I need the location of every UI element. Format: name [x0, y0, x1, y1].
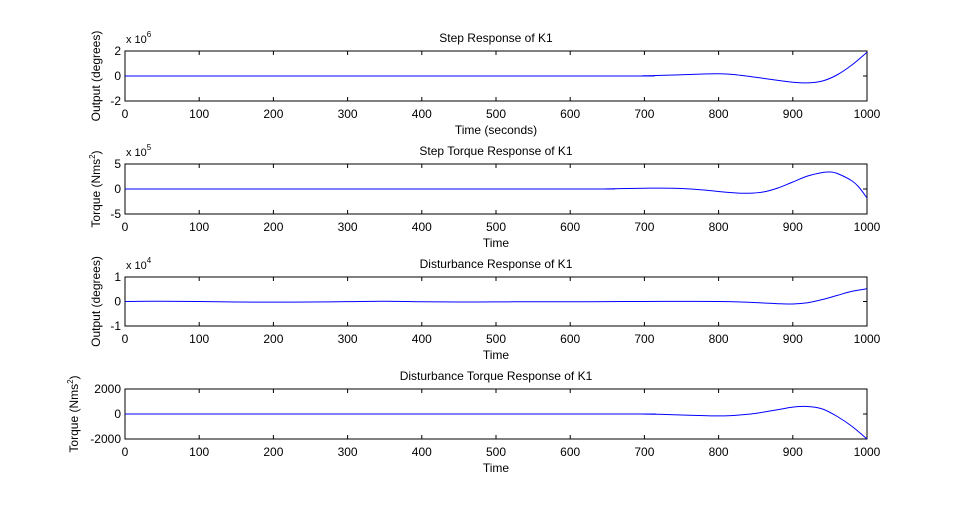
x-axis-label: Time	[483, 236, 510, 250]
y-tick-label: -5	[110, 207, 121, 221]
series-line	[125, 171, 867, 199]
y-tick-label: 2	[114, 44, 121, 58]
subplot-1: 0 100 200 300 400 500 600 700 800 900 1000-202Step…	[89, 30, 881, 137]
y-tick-label: -2	[110, 94, 121, 108]
x-tick-label: 400	[412, 445, 432, 459]
x-tick-label: 100	[189, 332, 209, 346]
x-tick-label: 700	[634, 332, 654, 346]
x-tick-label: 200	[263, 107, 283, 121]
chart-title: Step Response of K1	[439, 31, 553, 45]
x-tick-label: 800	[709, 445, 729, 459]
x-axis-label: Time	[483, 461, 510, 475]
subplot-3: 0 100 200 300 400 500 600 700 800 900 1000-101Dist…	[89, 256, 881, 362]
x-tick-label: 500	[486, 445, 506, 459]
x-tick-label: 700	[634, 445, 654, 459]
axis-multiplier: x 104	[126, 256, 152, 272]
x-tick-label: 900	[783, 332, 803, 346]
y-axis-label-text: Torque (Nms	[89, 159, 103, 228]
y-tick-label: 0	[114, 69, 121, 83]
x-tick-label: 800	[709, 332, 729, 346]
x-tick-label: 100	[189, 220, 209, 234]
y-tick-label: 0	[114, 407, 121, 421]
x-tick-label: 200	[263, 332, 283, 346]
y-tick-label: 5	[114, 157, 121, 171]
axis-multiplier-exp: 5	[147, 143, 152, 152]
y-tick-label: -2000	[90, 432, 121, 446]
y-axis-label-text: Output (degrees)	[89, 31, 103, 122]
y-axis-label: Output (degrees)	[89, 31, 103, 122]
x-tick-label: 500	[486, 107, 506, 121]
axis-multiplier-exp: 6	[147, 30, 152, 39]
subplot-2: 0 100 200 300 400 500 600 700 800 900 1000-505Step…	[88, 143, 881, 250]
x-tick-label: 1000	[854, 445, 881, 459]
subplot-4: 0 100 200 300 400 500 600 700 800 900 1000-2000020…	[66, 369, 881, 475]
x-tick-label: 100	[189, 107, 209, 121]
x-tick-label: 700	[634, 220, 654, 234]
x-tick-label: 0	[122, 445, 129, 459]
x-tick-label: 300	[338, 445, 358, 459]
x-tick-label: 100	[189, 445, 209, 459]
x-tick-label: 800	[709, 107, 729, 121]
x-tick-label: 400	[412, 332, 432, 346]
y-tick-label: -1	[110, 319, 121, 333]
x-tick-label: 200	[263, 220, 283, 234]
x-tick-label: 400	[412, 107, 432, 121]
y-axis-label-sup: 2	[88, 154, 97, 159]
axis-multiplier-base: x 10	[126, 147, 147, 159]
chart-title: Step Torque Response of K1	[419, 144, 573, 158]
y-tick-label: 0	[114, 295, 121, 309]
x-tick-label: 500	[486, 220, 506, 234]
y-tick-label: 1	[114, 270, 121, 284]
chart-title: Disturbance Torque Response of K1	[400, 369, 593, 383]
chart-title: Disturbance Response of K1	[420, 257, 573, 271]
y-axis-label: Output (degrees)	[89, 256, 103, 347]
y-axis-label-tail: )	[89, 150, 103, 154]
x-tick-label: 300	[338, 332, 358, 346]
x-tick-label: 200	[263, 445, 283, 459]
x-tick-label: 600	[560, 220, 580, 234]
series-line	[125, 51, 867, 84]
x-tick-label: 1000	[854, 332, 881, 346]
axis-multiplier: x 105	[126, 143, 152, 159]
x-tick-label: 0	[122, 107, 129, 121]
axis-multiplier-base: x 10	[126, 34, 147, 46]
y-axis-label-text: Output (degrees)	[89, 256, 103, 347]
y-axis-label: Torque (Nms2)	[66, 375, 81, 452]
x-tick-label: 300	[338, 107, 358, 121]
x-tick-label: 0	[122, 220, 129, 234]
y-axis-label-tail: )	[67, 375, 81, 379]
y-tick-label: 2000	[94, 382, 121, 396]
x-tick-label: 600	[560, 445, 580, 459]
series-line	[125, 405, 867, 439]
x-tick-label: 600	[560, 332, 580, 346]
x-tick-label: 300	[338, 220, 358, 234]
x-tick-label: 900	[783, 220, 803, 234]
series-line	[125, 288, 867, 305]
y-axis-label-text: Torque (Nms	[67, 384, 81, 453]
x-tick-label: 700	[634, 107, 654, 121]
x-tick-label: 900	[783, 445, 803, 459]
y-tick-label: 0	[114, 182, 121, 196]
x-tick-label: 1000	[854, 107, 881, 121]
y-axis-label: Torque (Nms2)	[88, 150, 103, 227]
axis-multiplier-exp: 4	[147, 256, 152, 265]
y-axis-label-sup: 2	[66, 379, 75, 384]
axis-multiplier: x 106	[126, 30, 152, 46]
x-axis-label: Time	[483, 348, 510, 362]
axis-multiplier-base: x 10	[126, 260, 147, 272]
x-tick-label: 400	[412, 220, 432, 234]
x-tick-label: 900	[783, 107, 803, 121]
x-axis-label: Time (seconds)	[455, 123, 537, 137]
x-tick-label: 800	[709, 220, 729, 234]
x-tick-label: 600	[560, 107, 580, 121]
x-tick-label: 0	[122, 332, 129, 346]
x-tick-label: 1000	[854, 220, 881, 234]
x-tick-label: 500	[486, 332, 506, 346]
